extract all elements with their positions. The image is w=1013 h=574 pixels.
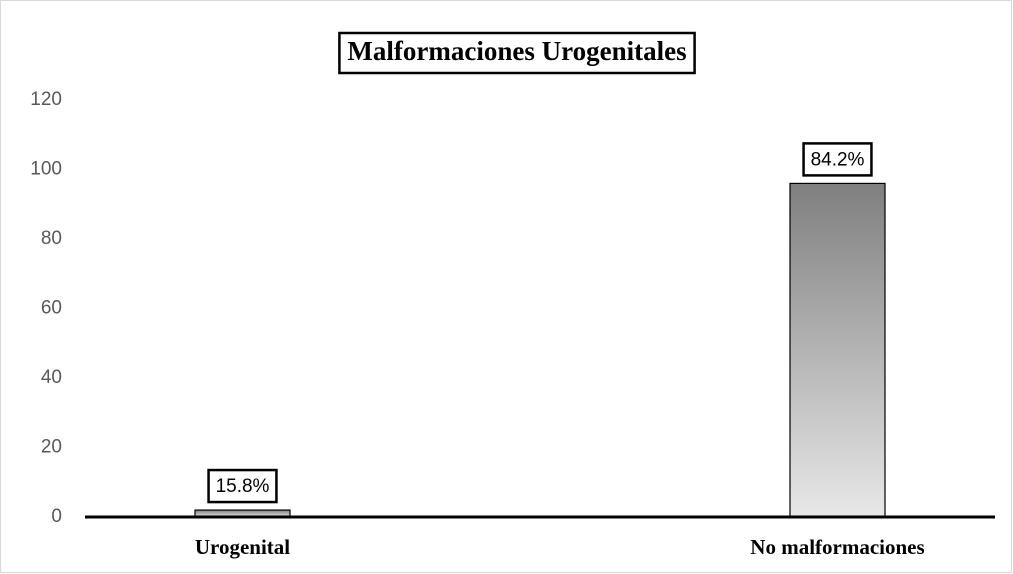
value-label-box: [802, 142, 873, 177]
value-label: 15.8%: [216, 476, 270, 497]
y-tick-label: 100: [30, 159, 62, 180]
y-tick-label: 60: [41, 298, 62, 319]
value-label: 84.2%: [811, 149, 865, 170]
value-label-box: [207, 468, 278, 504]
x-tick-label: Urogenital: [195, 535, 290, 559]
title-box: [338, 31, 696, 75]
y-tick-label: 40: [41, 367, 62, 388]
bar: [789, 182, 886, 518]
y-tick-label: 20: [41, 437, 62, 458]
y-tick-label: 80: [41, 228, 62, 249]
chart-title: Malformaciones Urogenitales: [347, 36, 686, 66]
y-tick-label: 0: [51, 506, 62, 527]
y-tick-label: 120: [30, 89, 62, 110]
x-tick-label: No malformaciones: [750, 535, 924, 559]
